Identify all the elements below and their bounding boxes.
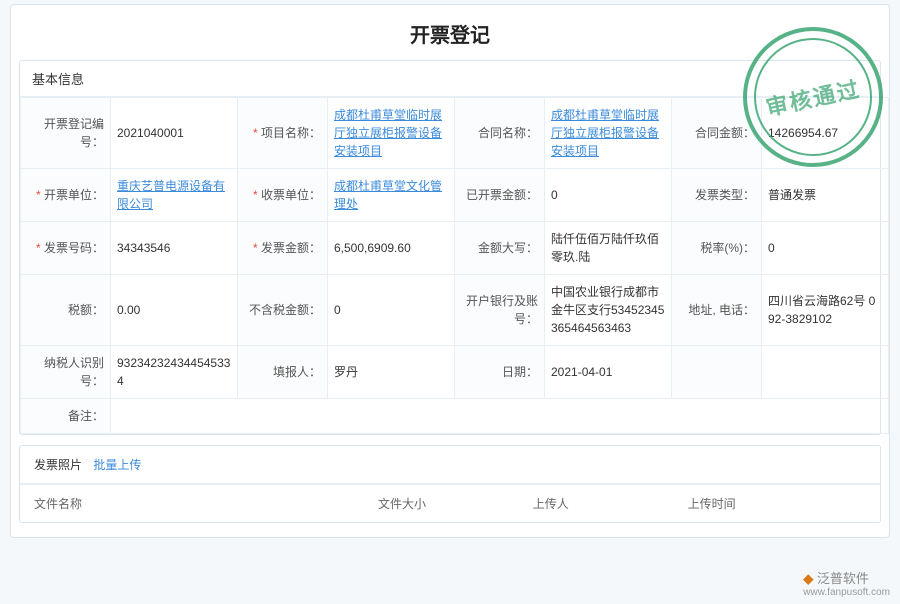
batch-upload-link[interactable]: 批量上传 <box>93 458 141 472</box>
page-title: 开票登记 <box>19 19 881 48</box>
field-value[interactable]: 成都杜甫草堂临时展厅独立展柜报警设备安装项目 <box>328 98 455 169</box>
field-label: 发票类型： <box>672 169 762 222</box>
field-label: 填报人： <box>238 346 328 399</box>
watermark: ◆ 泛普软件 www.fanpusoft.com <box>803 568 890 598</box>
field-label: 合同金额： <box>672 98 762 169</box>
field-label: 纳税人识别号： <box>21 346 111 399</box>
field-value: 34343546 <box>111 222 238 275</box>
photo-section-head: 发票照片 批量上传 <box>20 446 880 484</box>
field-value[interactable]: 成都杜甫草堂文化管理处 <box>328 169 455 222</box>
file-table: 文件名称 文件大小 上传人 上传时间 <box>20 484 880 522</box>
field-label: 开户银行及账号： <box>455 275 545 346</box>
table-row: 发票号码：34343546发票金额：6,500,6909.60金额大写：陆仟伍佰… <box>21 222 889 275</box>
watermark-brand: 泛普软件 <box>817 571 869 586</box>
basic-info-section: 基本信息 开票登记编号：2021040001项目名称：成都杜甫草堂临时展厅独立展… <box>19 60 881 435</box>
field-value: 四川省云海路62号 092-3829102 <box>762 275 889 346</box>
field-value[interactable]: 成都杜甫草堂临时展厅独立展柜报警设备安装项目 <box>545 98 672 169</box>
field-label: 项目名称： <box>238 98 328 169</box>
field-value: 0 <box>762 222 889 275</box>
photo-section-title: 发票照片 <box>34 458 82 472</box>
field-value <box>762 346 889 399</box>
page-container: 审核通过 开票登记 基本信息 开票登记编号：2021040001项目名称：成都杜… <box>10 4 890 538</box>
field-label: 税额： <box>21 275 111 346</box>
field-value: 2021-04-01 <box>545 346 672 399</box>
field-value: 0 <box>328 275 455 346</box>
field-label: 已开票金额： <box>455 169 545 222</box>
field-value: 普通发票 <box>762 169 889 222</box>
field-label <box>672 346 762 399</box>
value-link[interactable]: 成都杜甫草堂文化管理处 <box>334 179 442 211</box>
field-label: 发票金额： <box>238 222 328 275</box>
field-value: 14266954.67 <box>762 98 889 169</box>
file-table-header-row: 文件名称 文件大小 上传人 上传时间 <box>20 485 880 523</box>
field-label: 金额大写： <box>455 222 545 275</box>
field-label: 开票单位： <box>21 169 111 222</box>
table-row: 税额：0.00不含税金额：0开户银行及账号：中国农业银行成都市金牛区支行5345… <box>21 275 889 346</box>
watermark-url: www.fanpusoft.com <box>803 587 890 598</box>
value-link[interactable]: 重庆艺普电源设备有限公司 <box>117 179 225 211</box>
field-label: 发票号码： <box>21 222 111 275</box>
field-label: 不含税金额： <box>238 275 328 346</box>
field-value[interactable]: 重庆艺普电源设备有限公司 <box>111 169 238 222</box>
photo-section: 发票照片 批量上传 文件名称 文件大小 上传人 上传时间 <box>19 445 881 523</box>
field-value: 932342324344545334 <box>111 346 238 399</box>
field-value: 6,500,6909.60 <box>328 222 455 275</box>
field-label: 税率(%)： <box>672 222 762 275</box>
table-row: 纳税人识别号：932342324344545334填报人：罗丹日期：2021-0… <box>21 346 889 399</box>
field-label: 收票单位： <box>238 169 328 222</box>
field-label: 合同名称： <box>455 98 545 169</box>
field-label: 日期： <box>455 346 545 399</box>
field-value: 罗丹 <box>328 346 455 399</box>
field-value: 0 <box>545 169 672 222</box>
col-filename: 文件名称 <box>20 485 364 523</box>
watermark-logo-icon: ◆ <box>803 571 813 586</box>
table-row-remark: 备注： <box>21 399 889 434</box>
field-label: 开票登记编号： <box>21 98 111 169</box>
value-link[interactable]: 成都杜甫草堂临时展厅独立展柜报警设备安装项目 <box>551 108 659 158</box>
field-value: 2021040001 <box>111 98 238 169</box>
field-label: 地址, 电话： <box>672 275 762 346</box>
remark-label: 备注： <box>21 399 111 434</box>
col-uploader: 上传人 <box>519 485 674 523</box>
col-filesize: 文件大小 <box>364 485 519 523</box>
field-value: 0.00 <box>111 275 238 346</box>
col-uploadtime: 上传时间 <box>674 485 880 523</box>
info-table: 开票登记编号：2021040001项目名称：成都杜甫草堂临时展厅独立展柜报警设备… <box>20 97 889 434</box>
table-row: 开票登记编号：2021040001项目名称：成都杜甫草堂临时展厅独立展柜报警设备… <box>21 98 889 169</box>
field-value: 陆仟伍佰万陆仟玖佰零玖.陆 <box>545 222 672 275</box>
field-value: 中国农业银行成都市金牛区支行53452345365464563463 <box>545 275 672 346</box>
section-title-basic: 基本信息 <box>20 61 880 97</box>
table-row: 开票单位：重庆艺普电源设备有限公司收票单位：成都杜甫草堂文化管理处已开票金额：0… <box>21 169 889 222</box>
remark-value <box>111 399 889 434</box>
value-link[interactable]: 成都杜甫草堂临时展厅独立展柜报警设备安装项目 <box>334 108 442 158</box>
